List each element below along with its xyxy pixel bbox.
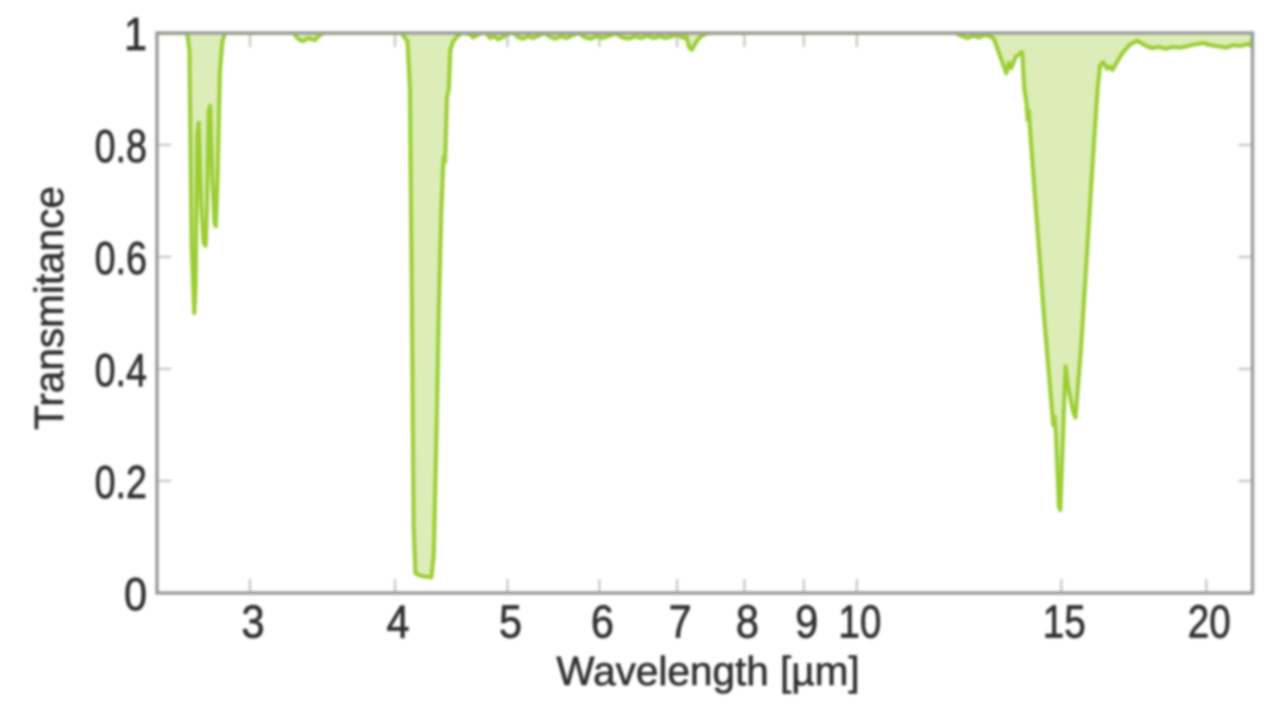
svg-text:3: 3 [241, 597, 264, 649]
svg-text:0: 0 [124, 569, 147, 621]
svg-text:6: 6 [591, 597, 614, 649]
svg-text:0.2: 0.2 [95, 456, 147, 507]
svg-text:Wavelength [µm]: Wavelength [µm] [556, 648, 859, 694]
svg-text:Transmitance: Transmitance [26, 186, 72, 430]
svg-text:1: 1 [124, 9, 147, 61]
svg-text:5: 5 [499, 597, 522, 649]
svg-text:20: 20 [1188, 596, 1231, 647]
svg-text:9: 9 [795, 597, 818, 649]
svg-text:4: 4 [386, 597, 409, 649]
svg-text:7: 7 [669, 597, 692, 649]
svg-text:0.4: 0.4 [95, 344, 147, 395]
svg-text:0.6: 0.6 [95, 232, 147, 283]
svg-text:0.8: 0.8 [95, 120, 147, 171]
svg-text:15: 15 [1043, 596, 1086, 647]
svg-text:8: 8 [736, 597, 759, 649]
svg-text:10: 10 [838, 596, 881, 647]
